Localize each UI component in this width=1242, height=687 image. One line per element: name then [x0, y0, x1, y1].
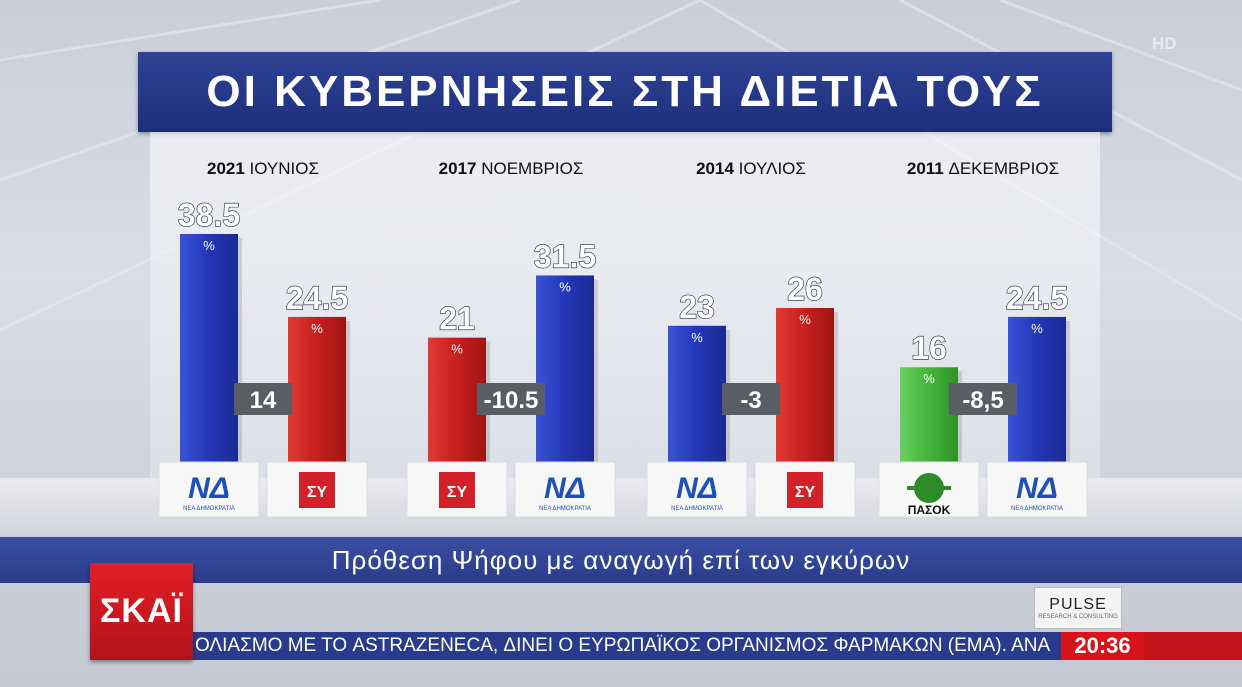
syriza-logo-icon	[439, 472, 475, 508]
diff-badge	[722, 383, 780, 415]
group-month: ΔΕΚΕΜΒΡΙΟΣ	[948, 159, 1059, 178]
party-logo-tile	[646, 461, 748, 518]
diff-badge-label: -10.5	[484, 387, 539, 414]
diff-badge-label: -3	[740, 387, 761, 414]
group-header-2011: 2011 ΔΕΚΕΜΒΡΙΟΣ	[907, 159, 1059, 178]
syriza-logo-mark: ΣΥ	[795, 484, 816, 501]
bar-nd-2011	[1008, 316, 1066, 462]
nd-logo-icon: ΝΔ	[1016, 472, 1058, 505]
bar-unit-label: %	[799, 312, 811, 327]
pulse-logo-tagline: RESEARCH & CONSULTING	[1038, 614, 1118, 620]
bar-value-label: 21	[439, 301, 475, 337]
bar-unit-label: %	[1031, 321, 1043, 336]
syriza-logo-mark: ΣΥ	[307, 484, 328, 501]
bar-pasok-2011	[900, 367, 958, 462]
bar-syriza-2021	[288, 316, 346, 462]
group-month: ΙΟΥΛΙΟΣ	[739, 159, 806, 178]
party-logo-tile	[158, 461, 260, 518]
bar-syriza-2017	[428, 337, 486, 462]
diff-badge-label: 14	[250, 387, 277, 414]
bar-unit-label: %	[203, 238, 215, 253]
nd-logo-caption: ΝΕΑ ΔΗΜΟΚΡΑΤΙΑ	[671, 506, 723, 512]
group-year: 2017	[439, 159, 482, 178]
nd-logo-icon: ΝΔ	[544, 472, 586, 505]
group-header-2017: 2017 ΝΟΕΜΒΡΙΟΣ	[439, 159, 584, 178]
bar-value-label: 38.5	[178, 197, 240, 233]
pulse-logo: PULSE RESEARCH & CONSULTING	[1034, 587, 1122, 629]
bar-unit-label: %	[691, 330, 703, 345]
diff-badge	[234, 383, 292, 415]
group-header-2014: 2014 ΙΟΥΛΙΟΣ	[696, 159, 806, 178]
ticker-text: ΟΛΙΑΣΜΟ ΜΕ ΤΟ ASTRAZENECA, ΔΙΝΕΙ Ο ΕΥΡΩΠ…	[195, 635, 1051, 656]
chart-subtitle: Πρόθεση Ψήφου με αναγωγή επί των εγκύρων	[331, 544, 911, 575]
bar-unit-label: %	[311, 321, 323, 336]
party-logo-tile	[514, 461, 616, 518]
nd-logo-icon: ΝΔ	[676, 472, 718, 505]
diff-badge	[949, 383, 1017, 415]
bar-value-label: 24.5	[1006, 280, 1068, 316]
syriza-logo-icon	[299, 472, 335, 508]
channel-logo: ΣΚΑΪ	[90, 563, 193, 660]
chart-title-bar: ΟΙ ΚΥΒΕΡΝΗΣΕΙΣ ΣΤΗ ΔΙΕΤΙΑ ΤΟΥΣ	[138, 52, 1112, 132]
bar-syriza-2014	[776, 308, 834, 462]
clock-tail	[1144, 632, 1242, 660]
clock: 20:36	[1061, 632, 1144, 660]
group-header-2021: 2021 ΙΟΥΝΙΟΣ	[207, 159, 319, 178]
diff-badge-label: -8,5	[962, 387, 1003, 414]
nd-logo-caption: ΝΕΑ ΔΗΜΟΚΡΑΤΙΑ	[183, 506, 235, 512]
party-logo-tile	[986, 461, 1088, 518]
pulse-logo-text: PULSE	[1049, 596, 1107, 613]
bar-nd-2017	[536, 275, 594, 462]
group-month: ΝΟΕΜΒΡΙΟΣ	[481, 159, 583, 178]
group-year: 2014	[696, 159, 739, 178]
hd-badge: HD	[1152, 34, 1177, 53]
pasok-logo-ground	[907, 486, 951, 490]
group-year: 2021	[207, 159, 250, 178]
bar-unit-label: %	[451, 342, 463, 357]
bar-value-label: 31.5	[534, 238, 596, 274]
nd-logo-caption: ΝΕΑ ΔΗΜΟΚΡΑΤΙΑ	[1011, 506, 1063, 512]
clock-time: 20:36	[1074, 633, 1131, 658]
diff-badge	[477, 383, 545, 415]
chart-title: ΟΙ ΚΥΒΕΡΝΗΣΕΙΣ ΣΤΗ ΔΙΕΤΙΑ ΤΟΥΣ	[206, 67, 1044, 116]
syriza-logo-icon	[787, 472, 823, 508]
syriza-logo-mark: ΣΥ	[447, 484, 468, 501]
pasok-logo-mark: ΠΑΣΟΚ	[908, 503, 951, 517]
group-year: 2011	[907, 159, 949, 178]
bar-nd-2021	[180, 234, 238, 462]
group-month: ΙΟΥΝΙΟΣ	[250, 159, 319, 178]
bar-value-label: 23	[679, 289, 715, 325]
nd-logo-caption: ΝΕΑ ΔΗΜΟΚΡΑΤΙΑ	[539, 506, 591, 512]
bar-value-label: 26	[787, 271, 823, 307]
subtitle-bar: Πρόθεση Ψήφου με αναγωγή επί των εγκύρων	[0, 537, 1242, 583]
bar-value-label: 16	[911, 330, 947, 366]
bar-value-label: 24.5	[286, 280, 348, 316]
channel-logo-text: ΣΚΑΪ	[100, 592, 183, 630]
bar-unit-label: %	[559, 279, 571, 294]
bar-nd-2014	[668, 325, 726, 462]
bar-unit-label: %	[923, 371, 935, 386]
nd-logo-icon: ΝΔ	[188, 472, 230, 505]
